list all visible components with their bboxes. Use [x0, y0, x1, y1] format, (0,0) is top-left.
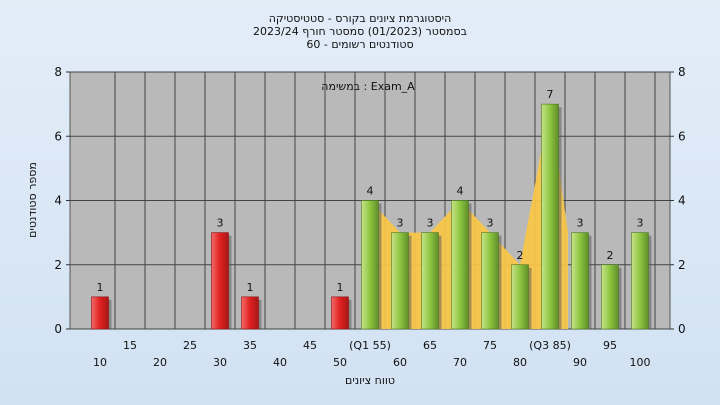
x-tick-label: 15 — [123, 339, 137, 352]
x-tick-label: 35 — [243, 339, 257, 352]
x-tick-label: 30 — [213, 356, 227, 369]
histogram-bar — [481, 232, 499, 330]
y-tick-label-right: 2 — [678, 258, 686, 272]
x-tick-label: 60 — [393, 356, 407, 369]
bar-value-label: 1 — [337, 281, 344, 294]
bar-value-label: 2 — [517, 249, 524, 262]
x-tick-label: 20 — [153, 356, 167, 369]
y-tick-label-right: 8 — [678, 65, 686, 79]
histogram-bar — [601, 264, 619, 330]
y-tick-label-right: 6 — [678, 129, 686, 143]
x-tick-label: 70 — [453, 356, 467, 369]
x-tick-label: 50 — [333, 356, 347, 369]
x-tick-label: 65 — [423, 339, 437, 352]
bar-value-label: 1 — [97, 281, 104, 294]
histogram-bar — [391, 232, 409, 330]
x-tick-label: 40 — [273, 356, 287, 369]
bar-value-label: 1 — [247, 281, 254, 294]
y-tick-label-right: 4 — [678, 194, 686, 208]
exam-annotation: במשימה : Exam_A — [321, 80, 415, 93]
x-tick-label: 75 — [483, 339, 497, 352]
histogram-bar — [331, 296, 349, 330]
x-axis-label: טווח ציונים — [345, 374, 395, 387]
bar-value-label: 4 — [457, 185, 464, 198]
y-tick-label-left: 2 — [54, 258, 62, 272]
histogram-bar — [361, 200, 379, 330]
y-tick-label-left: 8 — [54, 65, 62, 79]
y-tick-label-left: 0 — [54, 322, 62, 336]
bar-value-label: 3 — [397, 217, 404, 230]
histogram-bar — [631, 232, 649, 330]
bar-value-label: 3 — [217, 217, 224, 230]
histogram-bar — [241, 296, 259, 330]
histogram-bar — [571, 232, 589, 330]
x-tick-label: 90 — [573, 356, 587, 369]
histogram-bar — [451, 200, 469, 330]
bar-value-label: 3 — [487, 217, 494, 230]
histogram-bar — [91, 296, 109, 330]
x-tick-label: 95 — [603, 339, 617, 352]
x-tick-label: 100 — [630, 356, 651, 369]
chart-title-line1: היסטוגרמת ציונים בקורס - סטטיסטיקה — [268, 12, 452, 25]
bar-value-label: 3 — [577, 217, 584, 230]
y-tick-label-left: 6 — [54, 129, 62, 143]
histogram-bar — [541, 103, 559, 330]
x-tick-label: 25 — [183, 339, 197, 352]
bar-value-label: 3 — [427, 217, 434, 230]
histogram-bar — [421, 232, 439, 330]
histogram-bar — [511, 264, 529, 330]
histogram-bar — [211, 232, 229, 330]
x-tick-label: (Q3 85) — [529, 339, 571, 352]
bar-value-label: 7 — [547, 88, 554, 101]
bar-value-label: 4 — [367, 185, 374, 198]
x-tick-label: 45 — [303, 339, 317, 352]
bar-value-label: 2 — [607, 249, 614, 262]
y-axis-label: מספר סטודנטים — [26, 162, 39, 238]
chart-title-line3: סטודנטים רשומים - 60 — [306, 38, 414, 51]
y-tick-label-left: 4 — [54, 194, 62, 208]
x-tick-label: 80 — [513, 356, 527, 369]
x-tick-label: (Q1 55) — [349, 339, 391, 352]
chart-title-line2: בסמסטר (01/2023) סמסטר חורף 2023/24 — [253, 25, 467, 38]
y-tick-label-right: 0 — [678, 322, 686, 336]
bar-value-label: 3 — [637, 217, 644, 230]
x-tick-label: 10 — [93, 356, 107, 369]
